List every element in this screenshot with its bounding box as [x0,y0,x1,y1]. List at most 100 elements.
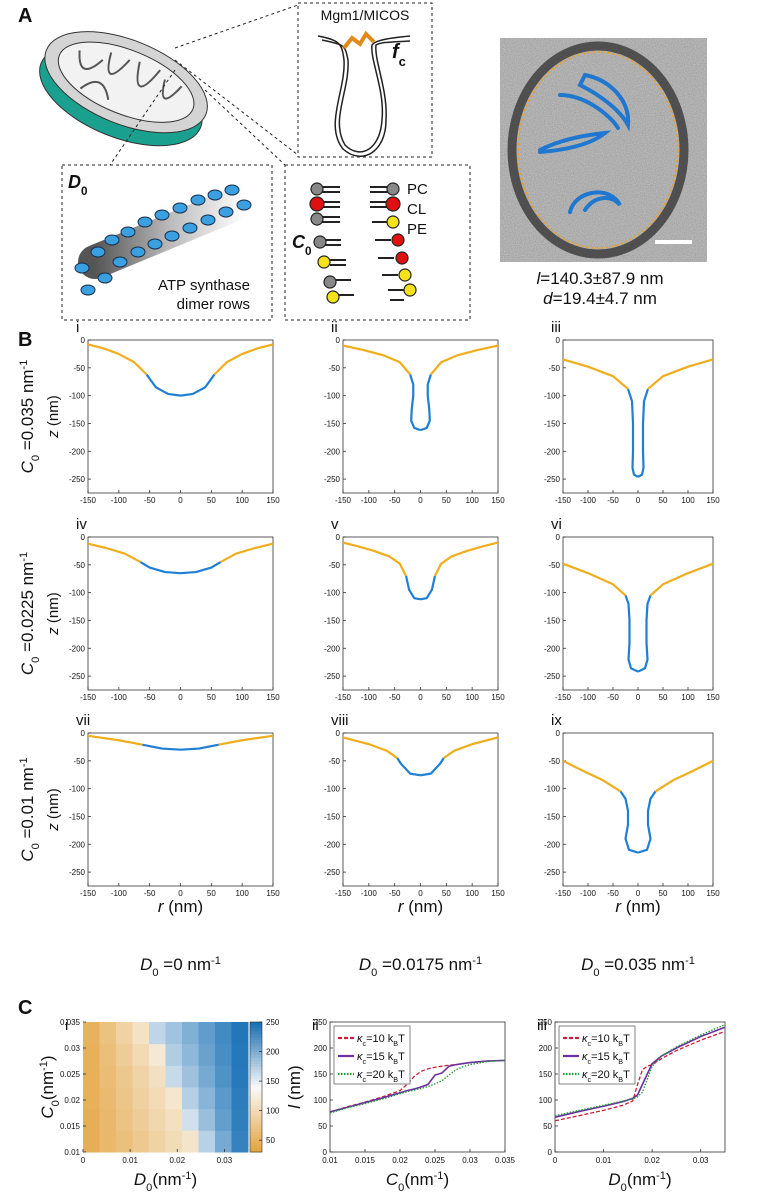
y-tick-label: 200 [314,1044,328,1053]
colorbar-tick-label: 50 [266,1136,275,1145]
x-tick-label: -150 [555,889,572,898]
colorbar-step [250,1116,262,1120]
x-tick-label: 150 [266,889,280,898]
x-axis-label-part: D [608,1170,620,1189]
y-tick-label: 250 [314,1018,328,1027]
y-tick-label: -50 [548,364,560,373]
y-axis-label-part: (nm) [45,592,62,627]
x-tick-label: 0 [81,1156,86,1165]
heatmap-cell [231,1021,249,1045]
membrane-bare [654,759,714,793]
y-tick-label: 0.02 [64,1096,80,1105]
y-tick-label: -50 [328,364,340,373]
force-symbol-part: c [399,54,406,69]
colorbar-tick-label: 200 [266,1048,280,1057]
y-tick-label: -100 [544,392,561,401]
heatmap-cell [231,1086,249,1110]
column-label-part: =0 nm [159,955,211,974]
colorbar-step [250,1098,262,1103]
colorbar-step [250,1089,262,1094]
membrane-bare [342,344,412,376]
row-label-part: 0 [30,657,42,663]
colorbar-tick-label: 150 [266,1077,280,1086]
heatmap-cell [83,1043,100,1066]
y-tick-label: 0.015 [60,1122,81,1131]
heatmap-cell [149,1130,166,1153]
x-axis-label-part: ) [443,1170,449,1189]
heatmap-cell [165,1108,183,1131]
x-tick-label: 100 [235,496,249,505]
y-tick-label: -100 [69,785,86,794]
lipid-label: CL [407,201,426,218]
x-axis-label-part: D [134,1170,146,1189]
y-tick-label: -150 [544,616,561,625]
heatmap-cell [215,1108,232,1131]
x-tick-label: 0.03 [693,1156,709,1165]
colorbar-step [250,1042,262,1047]
legend-label-part: B [618,1058,623,1066]
membrane-bare [87,734,143,746]
x-axis-label-part: (nm) [164,897,204,916]
y-tick-label: -200 [69,644,86,653]
x-axis-label-part: C [386,1170,399,1189]
legend-label-part: =15 k [591,1051,619,1063]
subpanel-label: ii [312,1017,319,1034]
legend-label-part: κ [582,1033,588,1045]
membrane-bare [562,562,627,597]
legend-label-part: T [623,1051,630,1063]
membrane-coated [142,743,181,751]
subpanel-label: i [65,1017,68,1034]
x-tick-label: 0.03 [217,1156,233,1165]
x-axis-label-part: ) [191,1170,197,1189]
series-line [329,1059,506,1114]
y-axis-label-part: C [38,1106,57,1119]
row-label-part: -1 [18,360,30,370]
subpanel-label: ii [331,319,338,336]
heatmap-cell [132,1043,150,1066]
membrane-coated [637,790,657,854]
x-tick-label: -100 [361,693,378,702]
lipid-box [284,164,471,321]
x-tick-label: 150 [266,496,280,505]
x-tick-label: 0.02 [392,1156,408,1165]
y-tick-label: -100 [69,589,86,598]
axes-box [87,339,274,494]
membrane-bare [87,343,148,376]
colorbar-step [250,1027,262,1032]
y-axis-label-part: (nm [38,1071,57,1100]
column-label: D0 =0.035 nm-1 [581,955,695,979]
colorbar-step [250,1045,262,1050]
y-tick-label: -200 [324,447,341,456]
lipid-label: PC [407,181,428,198]
y-tick-label: 0 [336,533,341,542]
row-label-part: 0 [30,455,42,461]
x-axis-label-part: (nm [404,1170,433,1189]
colorbar-step [250,1128,262,1132]
y-tick-label: -50 [328,561,340,570]
x-tick-label: -50 [607,496,619,505]
x-axis-label: C0(nm-1) [386,1170,449,1194]
heatmap-cell [198,1086,216,1110]
colorbar-step [250,1033,262,1038]
x-tick-label: 0.025 [425,1156,446,1165]
box-symbol-part: C [292,232,306,252]
legend-label-part: =10 k [366,1033,394,1045]
y-tick-label: 0.035 [60,1018,81,1027]
axes-box [342,339,499,494]
x-tick-label: -50 [389,496,401,505]
row-label-part: 0 [30,843,42,849]
heatmap-cell [132,1021,150,1045]
x-tick-label: -100 [580,889,597,898]
colorbar-step [250,1072,262,1076]
membrane-bare [647,358,714,390]
x-tick-label: -50 [144,693,156,702]
x-tick-label: 0.01 [122,1156,138,1165]
y-tick-label: -50 [73,561,85,570]
colorbar-step [250,1069,262,1073]
y-tick-label: 250 [539,1018,553,1027]
legend-label: κc=20 kBT [357,1069,405,1084]
heatmap-cell [132,1108,150,1131]
y-tick-label: -50 [73,757,85,766]
row-label-part: =0.035 nm [18,369,37,455]
legend-label-part: c [588,1040,592,1048]
